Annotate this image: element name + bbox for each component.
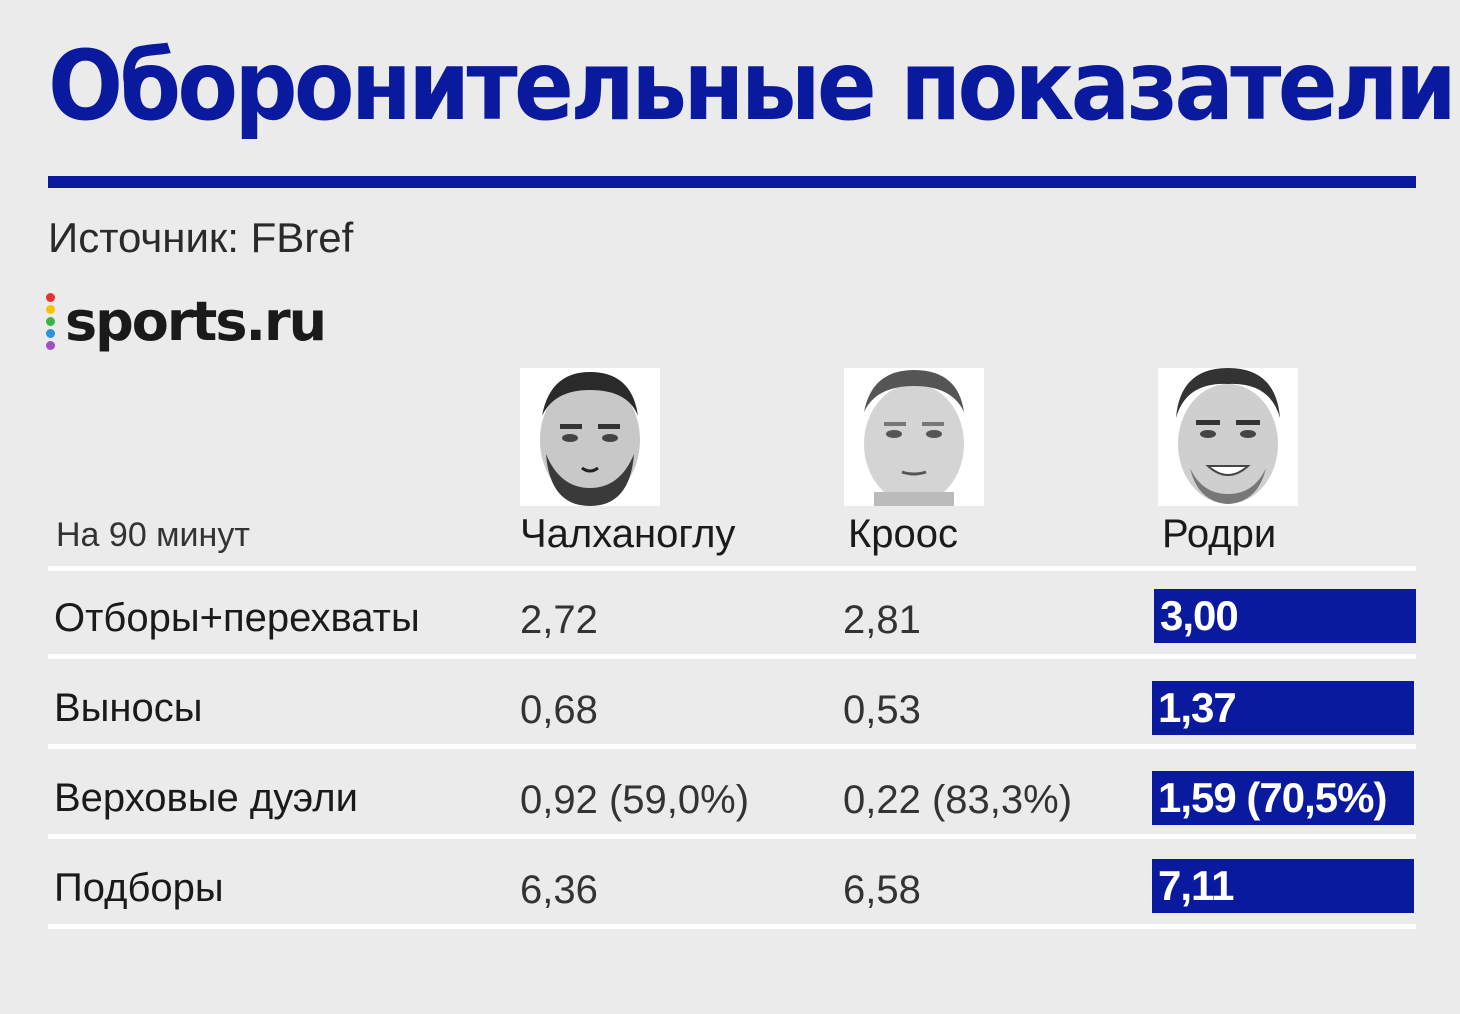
best-value-cell: 1,37 [1152,681,1414,735]
sports-ru-logo: sports.ru [46,288,327,354]
player-face-icon [864,370,964,506]
table-cell: 0,92 (59,0%) [520,778,750,822]
row-label-aerial-duels: Верховые дуэли [54,776,358,820]
row-divider [48,654,1416,659]
title-divider [48,176,1416,188]
row-label-clearances: Выносы [54,686,203,730]
page-title: Оборонительные показатели [48,30,1457,142]
player-face-icon [540,372,640,506]
logo-dots-icon [46,292,55,350]
table-cell: 0,68 [520,688,598,732]
row-label-tackles-interceptions: Отборы+перехваты [54,596,420,640]
best-value-cell: 1,59 (70,5%) [1152,771,1414,825]
per-90-label: На 90 минут [56,516,250,554]
table-cell: 6,36 [520,868,598,912]
player-name-kroos: Кроос [848,512,959,556]
table-cell: 0,22 (83,3%) [843,778,1073,822]
table-cell: 2,72 [520,598,598,642]
table-cell: 6,58 [843,868,921,912]
row-divider [48,566,1416,571]
table-cell: 0,53 [843,688,921,732]
table-cell: 2,81 [843,598,921,642]
player-photo-rodri [1158,368,1298,506]
row-divider [48,924,1416,929]
player-name-rodri: Родри [1162,512,1277,556]
row-label-recoveries: Подборы [54,866,224,910]
best-value-cell: 3,00 [1154,589,1416,643]
player-face-icon [1176,368,1280,504]
player-photo-calhanoglu [520,368,660,506]
best-value-cell: 7,11 [1152,859,1414,913]
row-divider [48,834,1416,839]
row-divider [48,744,1416,749]
logo-text: sports.ru [65,289,327,353]
player-name-calhanoglu: Чалханоглу [520,512,736,556]
source-label: Источник: FBref [48,214,354,261]
player-photo-kroos [844,368,984,506]
